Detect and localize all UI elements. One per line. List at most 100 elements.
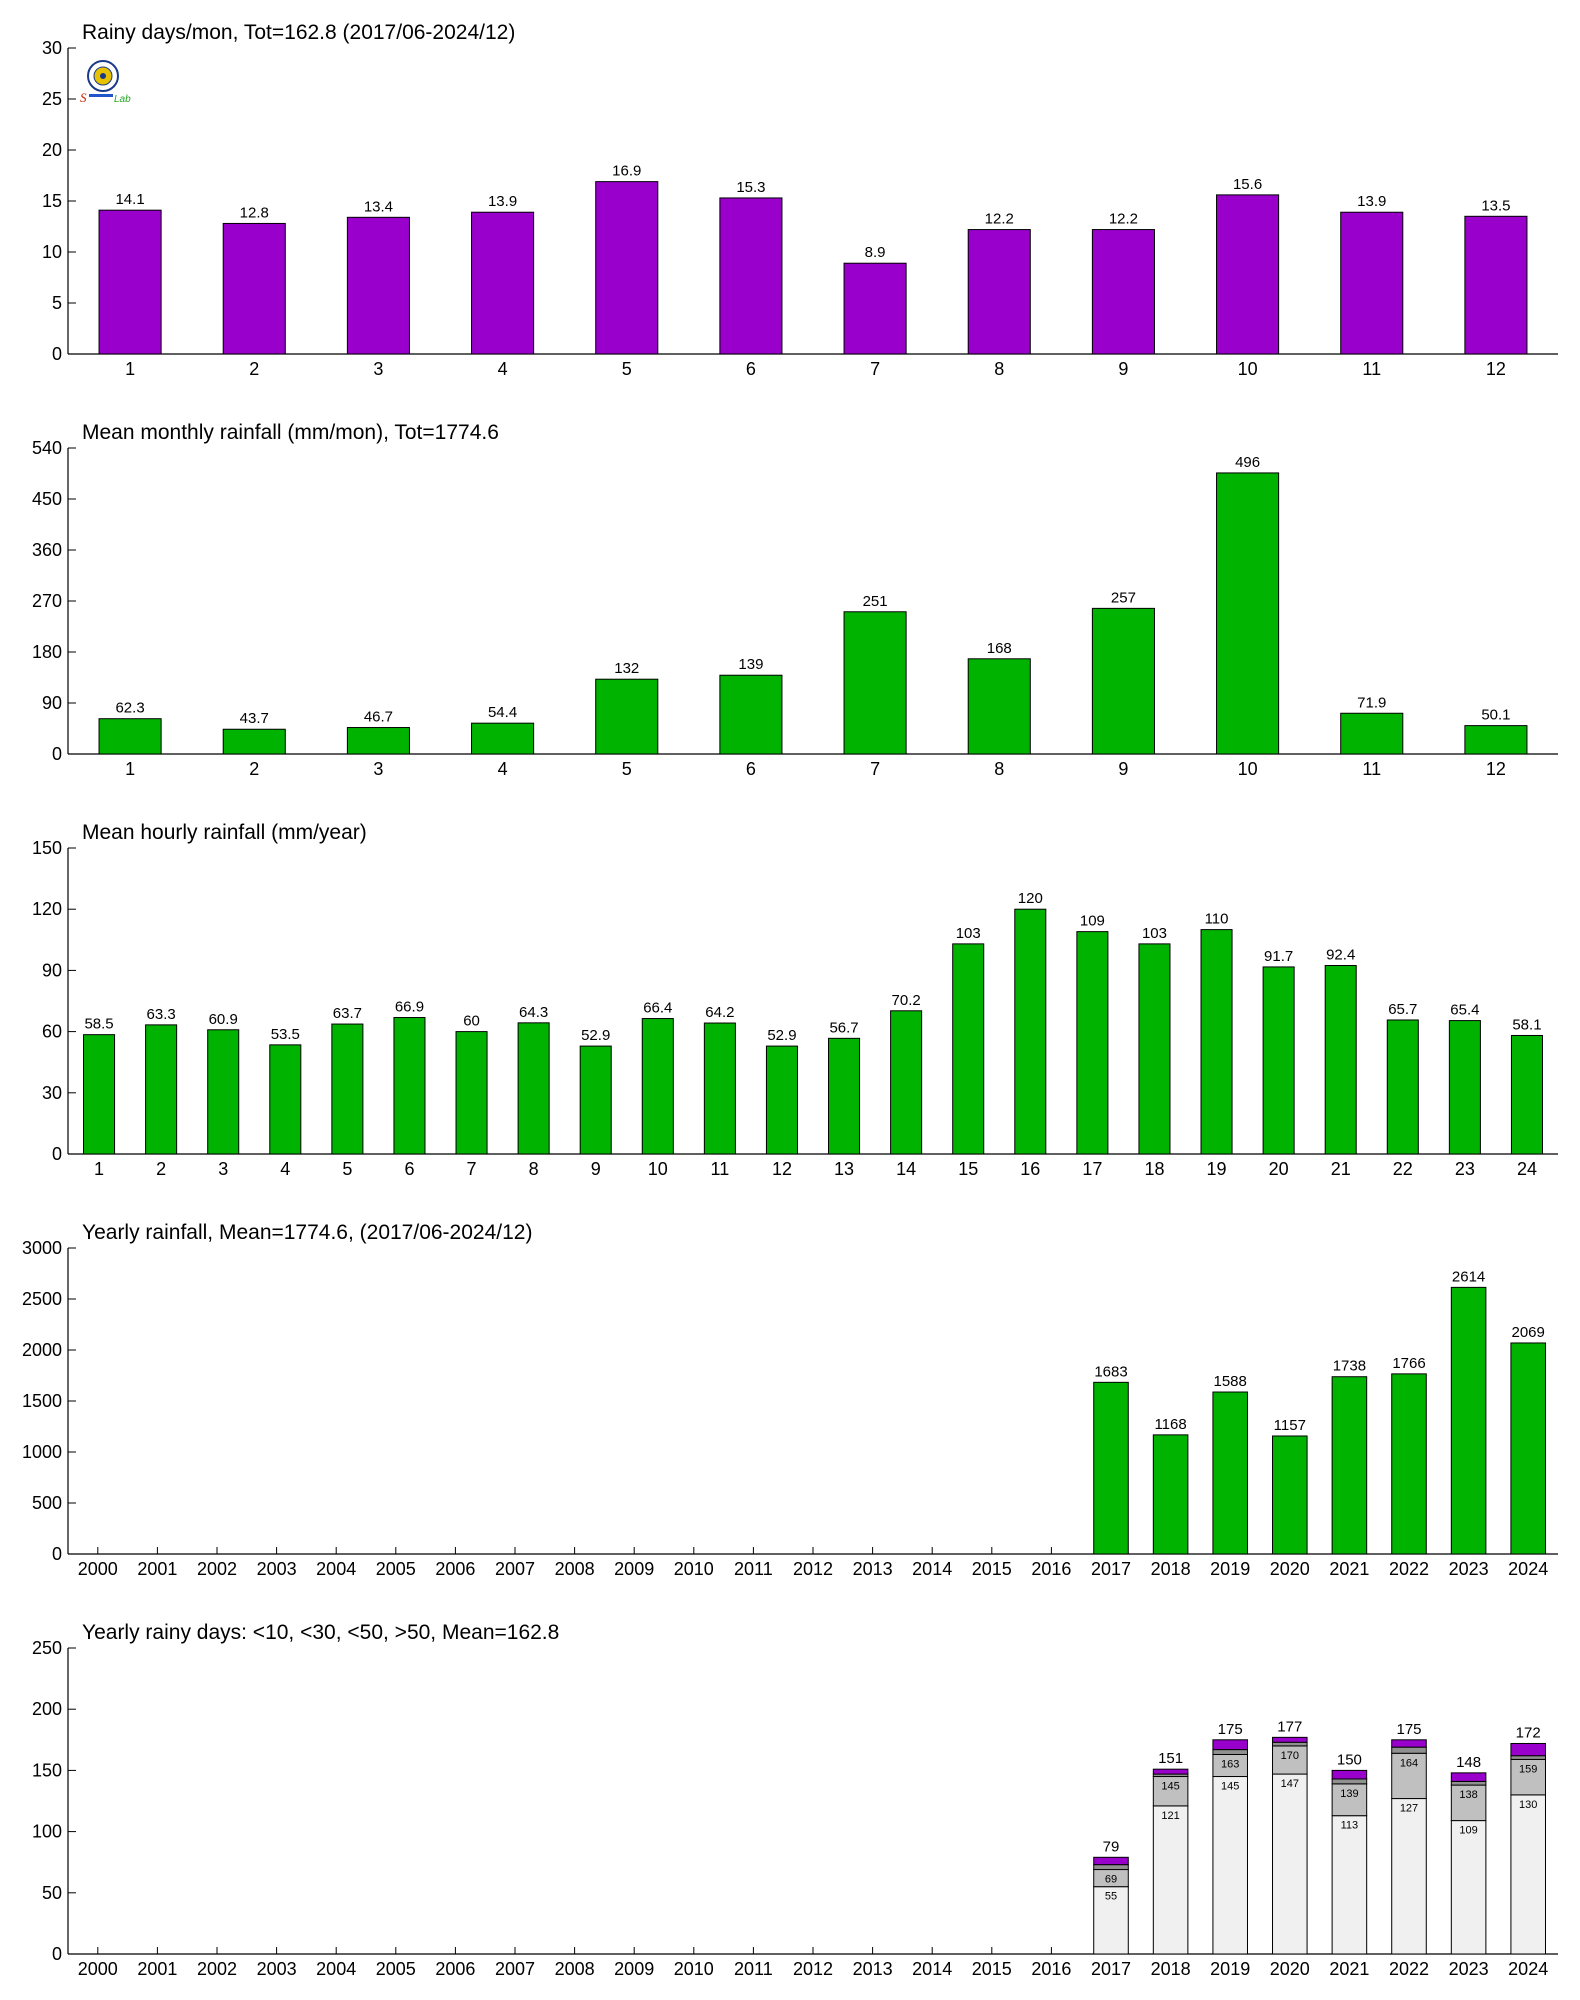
x-tick-label: 18 (1144, 1159, 1164, 1179)
x-tick-label: 2024 (1508, 1959, 1548, 1979)
x-tick-label: 11 (1362, 359, 1381, 379)
yearly-rainy-days-chart: 0 50 100 150 200 250 2000 2001 2002 2003 2004 2005 2… (32, 1621, 1558, 1979)
bar-value-label: 103 (1142, 925, 1167, 942)
y-tick-label: 5 (52, 293, 62, 313)
segment-lt30-label: 145 (1161, 1781, 1179, 1793)
yearly-rainfall-chart: 0 500 1000 1500 2000 2500 3000 2000 2001 2002 2003… (22, 1221, 1558, 1579)
y-tick-label: 150 (32, 1760, 62, 1780)
bar (346, 216, 410, 355)
bar-segment-gt50 (1212, 1739, 1248, 1751)
bar (843, 262, 907, 355)
chart-title: Mean monthly rainfall (mm/mon), Tot=1774… (82, 421, 499, 444)
x-tick-label: 2004 (316, 1559, 356, 1579)
x-tick-label: 21 (1331, 1159, 1351, 1179)
bar-segment-lt50 (1331, 1778, 1368, 1785)
bar-value-label: 71.9 (1357, 694, 1386, 711)
bar-segment-lt10 (1093, 1886, 1129, 1955)
x-tick-label: 2008 (555, 1559, 595, 1579)
x-tick-label: 4 (498, 759, 508, 779)
x-tick-label: 2000 (78, 1559, 118, 1579)
chart-title: Yearly rainy days: <10, <30, <50, >50, M… (82, 1621, 559, 1644)
bar (1510, 1034, 1543, 1155)
x-tick-label: 2009 (614, 1959, 654, 1979)
bar (346, 727, 410, 755)
y-tick-label: 200 (32, 1699, 62, 1719)
bar-value-label: 70.2 (892, 992, 921, 1009)
segment-lt10-label: 145 (1221, 1781, 1239, 1793)
x-tick-label: 2021 (1329, 1959, 1369, 1979)
bar (1014, 908, 1047, 1155)
bar-value-label: 139 (738, 656, 763, 673)
x-tick-label: 2019 (1210, 1959, 1250, 1979)
bar-value-label: 92.4 (1326, 947, 1355, 964)
x-tick-label: 20 (1269, 1159, 1289, 1179)
y-tick-label: 2500 (22, 1289, 62, 1309)
bar (1262, 966, 1295, 1155)
x-tick-label: 2011 (734, 1559, 773, 1579)
x-tick-label: 9 (1118, 359, 1128, 379)
x-tick-label: 2003 (257, 1559, 297, 1579)
y-tick-label: 270 (32, 591, 62, 611)
segment-lt30-label: 139 (1340, 1788, 1358, 1800)
y-tick-label: 150 (32, 838, 62, 858)
bar-value-label: 58.5 (84, 1016, 113, 1033)
x-tick-label: 24 (1517, 1159, 1537, 1179)
bar-value-label: 257 (1111, 589, 1136, 606)
x-tick-label: 2015 (972, 1559, 1012, 1579)
bar-value-label: 56.7 (829, 1019, 858, 1036)
bar-value-label: 109 (1080, 913, 1105, 930)
bar (1152, 1434, 1189, 1555)
bar-value-label: 65.4 (1450, 1002, 1479, 1019)
x-tick-label: 2015 (972, 1959, 1012, 1979)
bar-value-label: 2614 (1452, 1268, 1485, 1285)
chart-title: Yearly rainfall, Mean=1774.6, (2017/06-2… (82, 1221, 532, 1244)
x-tick-label: 3 (218, 1159, 228, 1179)
y-tick-label: 0 (52, 1144, 62, 1164)
bar (719, 674, 783, 755)
x-tick-label: 2002 (197, 1959, 237, 1979)
bar-value-label: 15.6 (1233, 176, 1262, 193)
x-tick-label: 8 (994, 759, 1004, 779)
x-tick-label: 2020 (1270, 1959, 1310, 1979)
x-tick-label: 4 (498, 359, 508, 379)
bar (1510, 1342, 1546, 1555)
bar-segment-lt50 (1450, 1780, 1487, 1786)
chart-title: Mean hourly rainfall (mm/year) (82, 821, 367, 844)
y-tick-label: 15 (42, 191, 62, 211)
x-tick-label: 2006 (435, 1559, 475, 1579)
bar-segment-gt50 (1331, 1769, 1368, 1780)
bar-segment-lt10 (1212, 1776, 1248, 1955)
x-tick-label: 22 (1393, 1159, 1413, 1179)
x-tick-label: 2017 (1091, 1959, 1131, 1979)
bar-value-label: 60.9 (209, 1011, 238, 1028)
x-tick-label: 16 (1020, 1159, 1040, 1179)
bar-total-label: 175 (1396, 1721, 1421, 1738)
bar (331, 1023, 364, 1155)
x-tick-label: 2 (249, 359, 259, 379)
bar-value-label: 1683 (1094, 1363, 1127, 1380)
x-tick-label: 9 (1118, 759, 1128, 779)
chart-title: Rainy days/mon, Tot=162.8 (2017/06-2024/… (82, 21, 515, 44)
y-tick-label: 0 (52, 1944, 62, 1964)
bar-segment-lt30 (1331, 1783, 1368, 1817)
x-tick-label: 2014 (912, 1559, 952, 1579)
bar (1331, 1376, 1368, 1555)
x-tick-label: 2002 (197, 1559, 237, 1579)
bar (952, 943, 985, 1155)
bar (98, 209, 162, 355)
bar-value-label: 1588 (1214, 1373, 1247, 1390)
bar (703, 1022, 736, 1155)
x-tick-label: 9 (591, 1159, 601, 1179)
bar-value-label: 64.3 (519, 1004, 548, 1021)
x-tick-label: 2 (156, 1159, 166, 1179)
bar-value-label: 103 (956, 925, 981, 942)
bar-value-label: 63.3 (147, 1006, 176, 1023)
bar (1340, 712, 1404, 755)
x-tick-label: 2005 (376, 1959, 416, 1979)
bar-total-label: 172 (1516, 1724, 1541, 1741)
bar-value-label: 46.7 (364, 709, 393, 726)
x-tick-label: 2016 (1031, 1559, 1071, 1579)
bar-value-label: 13.9 (488, 193, 517, 210)
bar (1324, 965, 1357, 1155)
bar (1216, 472, 1280, 755)
